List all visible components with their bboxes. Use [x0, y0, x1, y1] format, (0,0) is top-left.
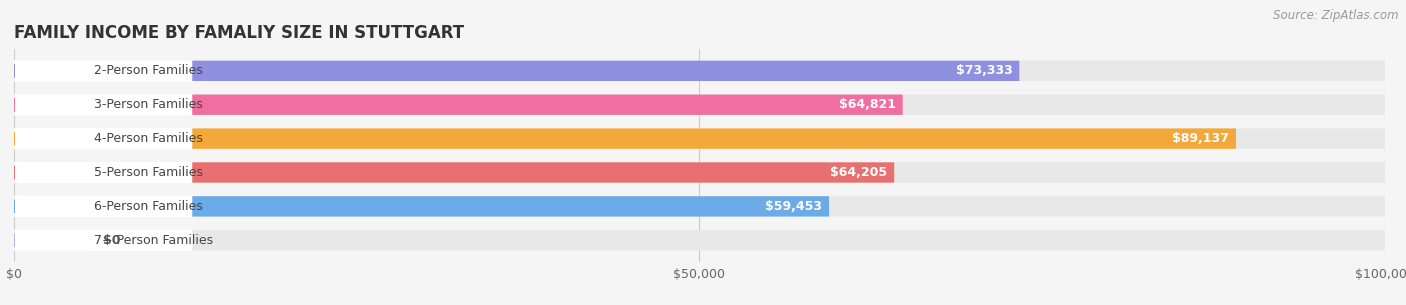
FancyBboxPatch shape — [14, 95, 1385, 115]
Text: $64,205: $64,205 — [830, 166, 887, 179]
Text: $89,137: $89,137 — [1173, 132, 1229, 145]
Text: $73,333: $73,333 — [956, 64, 1012, 77]
Text: FAMILY INCOME BY FAMALIY SIZE IN STUTTGART: FAMILY INCOME BY FAMALIY SIZE IN STUTTGA… — [14, 24, 464, 42]
FancyBboxPatch shape — [14, 230, 83, 250]
FancyBboxPatch shape — [14, 230, 193, 251]
FancyBboxPatch shape — [14, 61, 1385, 81]
Text: $64,821: $64,821 — [839, 98, 896, 111]
FancyBboxPatch shape — [14, 60, 193, 81]
Text: $59,453: $59,453 — [765, 200, 823, 213]
Text: 6-Person Families: 6-Person Families — [94, 200, 202, 213]
FancyBboxPatch shape — [14, 61, 1019, 81]
Text: 4-Person Families: 4-Person Families — [94, 132, 202, 145]
FancyBboxPatch shape — [14, 196, 1385, 217]
Text: $0: $0 — [103, 234, 121, 247]
FancyBboxPatch shape — [14, 230, 1385, 250]
Text: 7+ Person Families: 7+ Person Families — [94, 234, 214, 247]
Text: 3-Person Families: 3-Person Families — [94, 98, 202, 111]
Text: 2-Person Families: 2-Person Families — [94, 64, 202, 77]
FancyBboxPatch shape — [14, 128, 1236, 149]
Text: Source: ZipAtlas.com: Source: ZipAtlas.com — [1274, 9, 1399, 22]
FancyBboxPatch shape — [14, 94, 193, 115]
FancyBboxPatch shape — [14, 128, 193, 149]
Text: 5-Person Families: 5-Person Families — [94, 166, 204, 179]
FancyBboxPatch shape — [14, 128, 1385, 149]
FancyBboxPatch shape — [14, 162, 193, 183]
FancyBboxPatch shape — [14, 162, 1385, 183]
FancyBboxPatch shape — [14, 95, 903, 115]
FancyBboxPatch shape — [14, 162, 894, 183]
FancyBboxPatch shape — [14, 196, 830, 217]
FancyBboxPatch shape — [14, 196, 193, 217]
